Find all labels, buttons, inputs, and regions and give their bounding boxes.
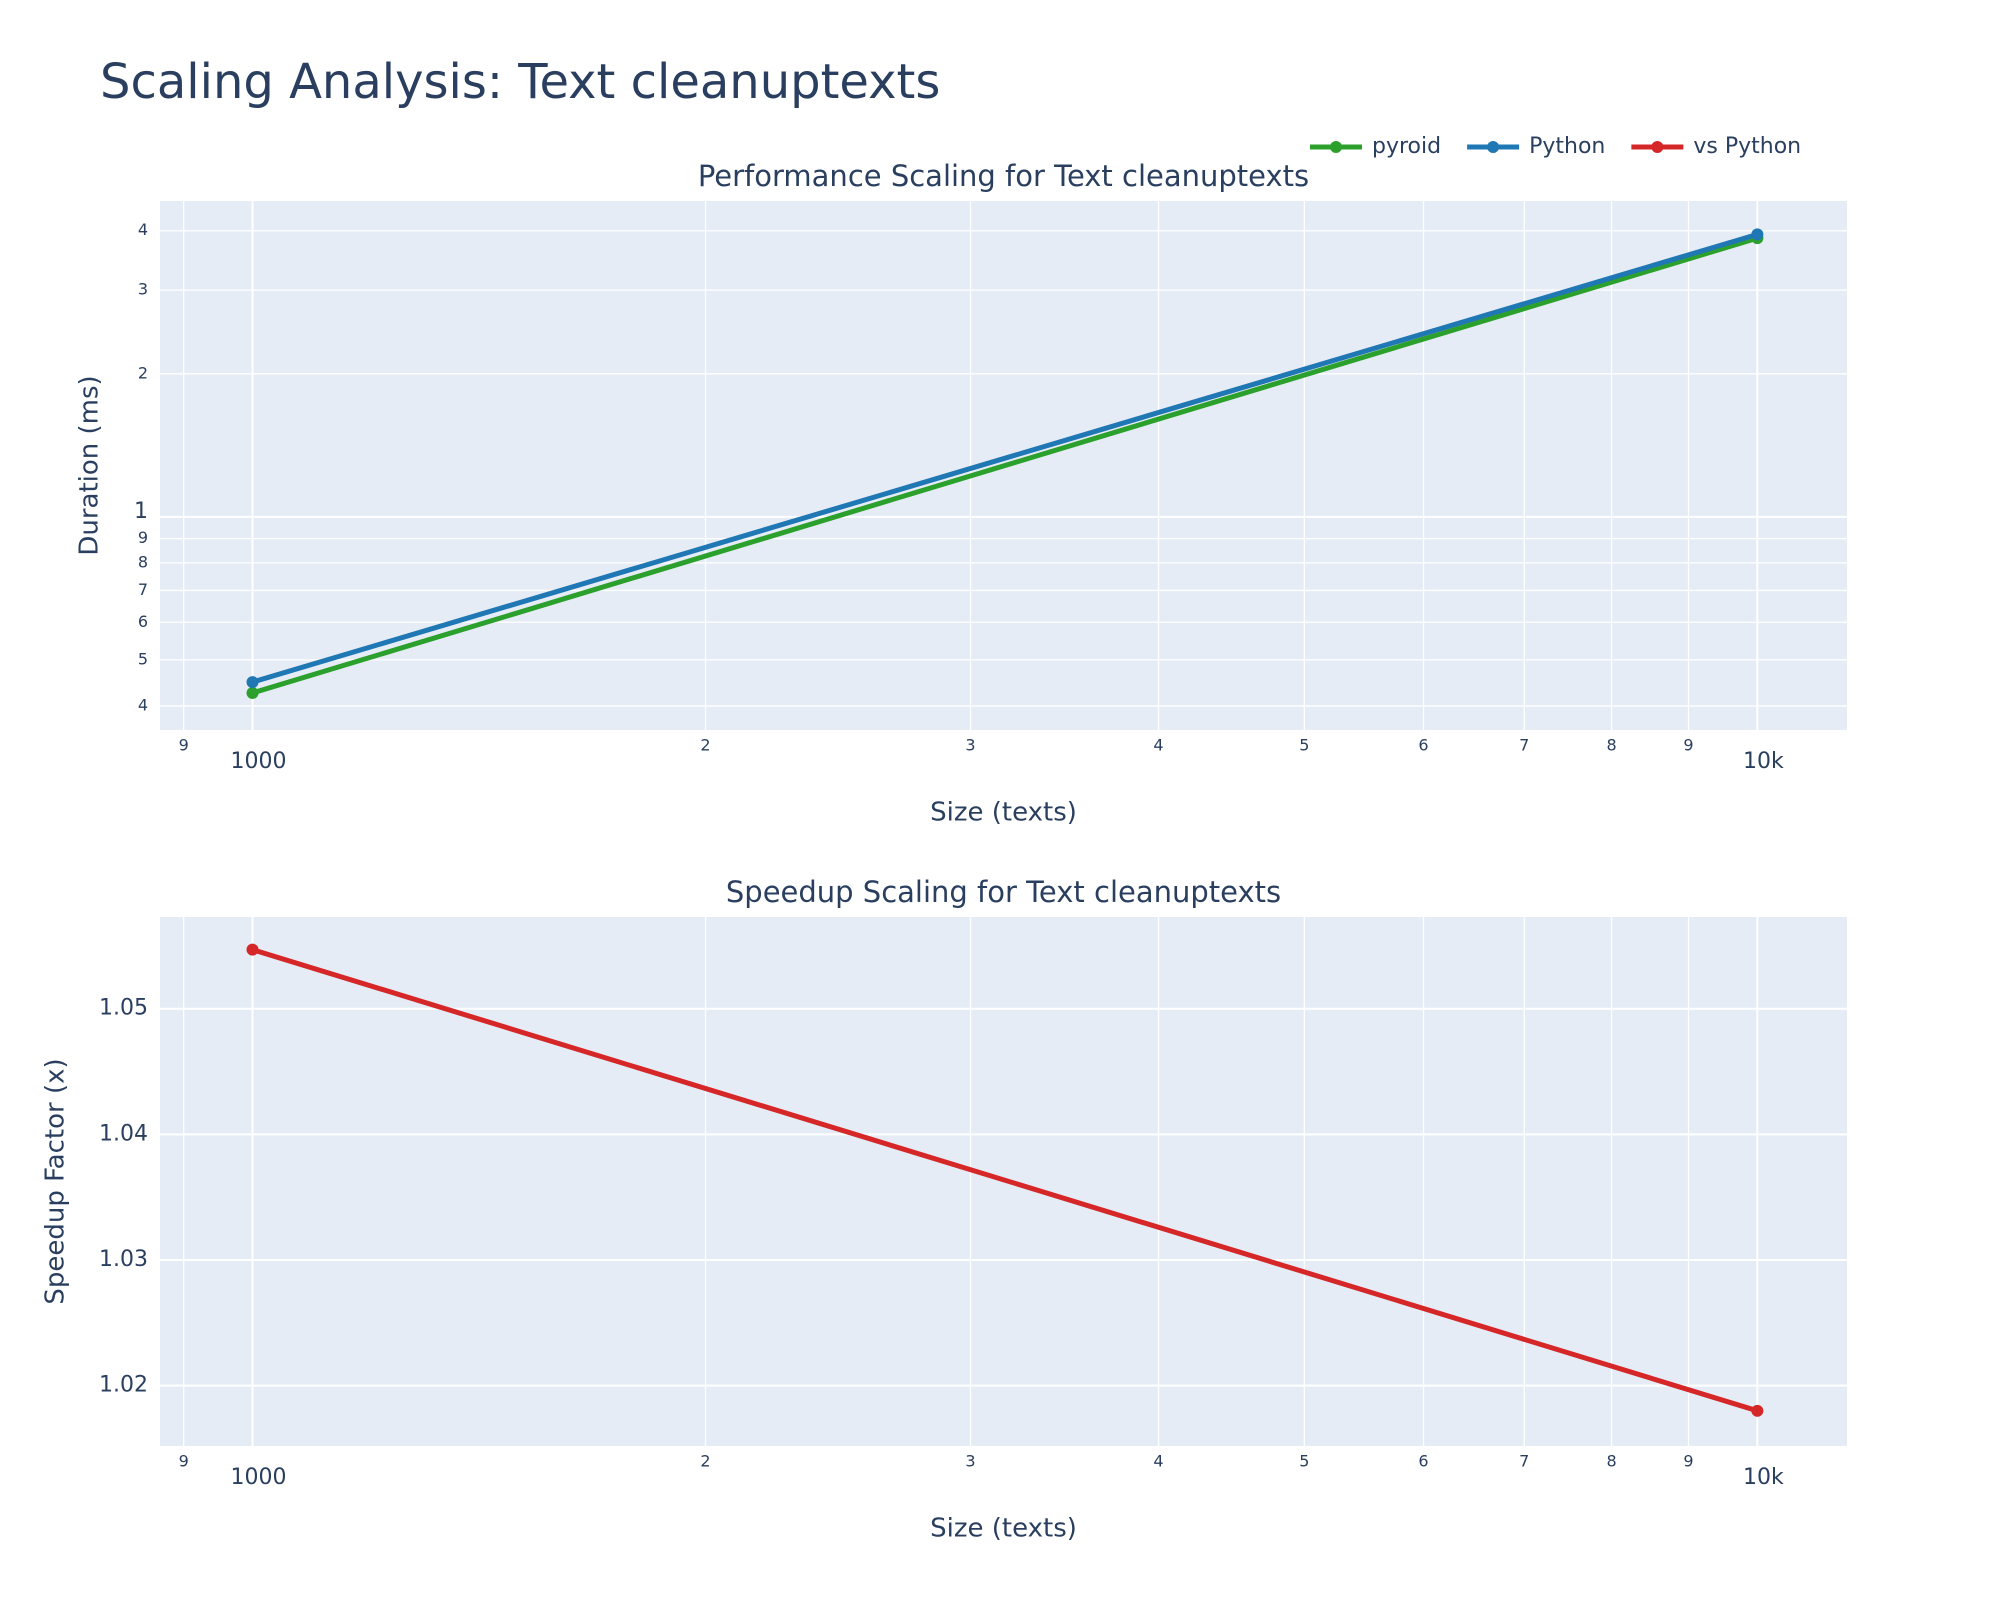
x-tick-label: 6: [1418, 736, 1428, 755]
legend-marker: [1487, 141, 1500, 153]
x-tick-label: 5: [1299, 736, 1309, 755]
x-tick-label: 4: [1153, 736, 1163, 755]
y-tick-label: 1.05: [99, 996, 148, 1021]
y-tick-label: 5: [138, 649, 148, 668]
data-point: [246, 686, 259, 699]
legend-label: vs Python: [1693, 134, 1801, 159]
series-line: [251, 231, 1759, 685]
data-point: [1751, 228, 1764, 241]
x-axis-title: Size (texts): [930, 1514, 1077, 1544]
x-tick-label: 2: [700, 1452, 710, 1471]
subplot-title: Performance Scaling for Text cleanuptext…: [698, 159, 1309, 193]
x-tick-label: 10k: [1743, 1465, 1784, 1490]
x-tick-label: 9: [1683, 1452, 1693, 1471]
x-tick-label: 8: [1606, 736, 1616, 755]
x-tick-label: 10k: [1743, 749, 1784, 774]
y-tick-label: 7: [138, 580, 148, 599]
y-tick-label: 1: [134, 499, 148, 524]
series-line: [251, 235, 1759, 696]
x-tick-label: 6: [1418, 1452, 1428, 1471]
x-tick-label: 1000: [231, 1465, 287, 1490]
x-tick-label: 1000: [231, 749, 287, 774]
y-tick-label: 8: [138, 552, 148, 571]
y-tick-label: 1.02: [99, 1373, 148, 1398]
x-tick-label: 2: [700, 736, 710, 755]
x-tick-label: 7: [1519, 1452, 1529, 1471]
y-tick-label: 2: [138, 363, 148, 382]
x-tick-label: 7: [1519, 736, 1529, 755]
y-tick-label: 9: [138, 528, 148, 547]
x-tick-label: 5: [1299, 1452, 1309, 1471]
y-axis-title: Speedup Factor (x): [41, 1058, 71, 1304]
legend-label: pyroid: [1372, 134, 1441, 159]
x-tick-label: 8: [1606, 1452, 1616, 1471]
x-tick-label: 9: [179, 1452, 189, 1471]
series-line: [251, 947, 1759, 1414]
y-axis-title: Duration (ms): [75, 375, 105, 555]
y-tick-label: 3: [138, 280, 148, 299]
y-tick-label: 4: [138, 220, 148, 239]
x-tick-label: 9: [179, 736, 189, 755]
data-point: [246, 943, 259, 956]
y-tick-label: 4: [138, 695, 148, 714]
data-point: [246, 676, 259, 689]
y-tick-label: 6: [138, 612, 148, 631]
figure-title: Scaling Analysis: Text cleanuptexts: [100, 54, 940, 110]
x-tick-label: 3: [965, 736, 975, 755]
data-point: [1751, 1404, 1764, 1417]
x-tick-label: 3: [965, 1452, 975, 1471]
x-tick-label: 9: [1683, 736, 1693, 755]
y-tick-label: 1.04: [99, 1121, 148, 1146]
legend-marker: [1330, 141, 1342, 153]
x-axis-title: Size (texts): [930, 798, 1077, 828]
x-tick-label: 4: [1153, 1452, 1163, 1471]
legend-marker: [1651, 141, 1664, 153]
subplot-title: Speedup Scaling for Text cleanuptexts: [726, 875, 1281, 909]
y-tick-label: 1.03: [99, 1247, 148, 1272]
legend-label: Python: [1529, 134, 1605, 159]
